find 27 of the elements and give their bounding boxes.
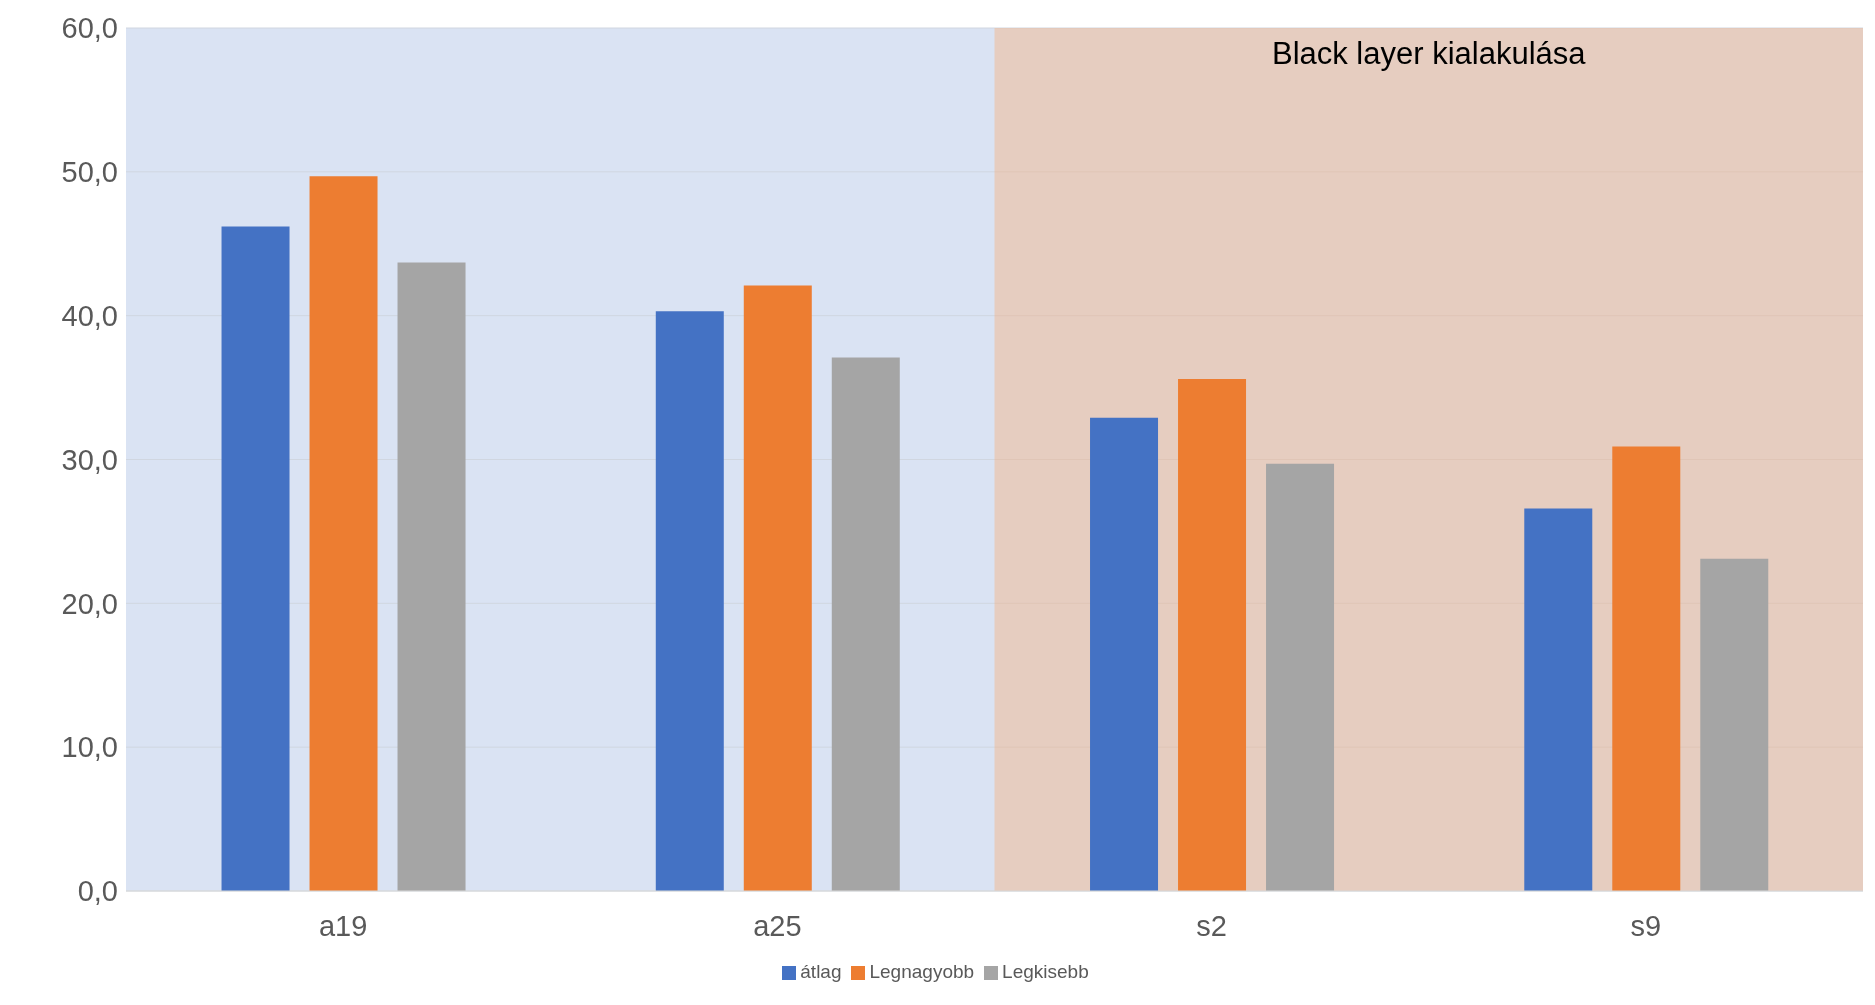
bar (1178, 378, 1247, 891)
bar (221, 226, 290, 891)
bar (1090, 417, 1159, 891)
y-tick-label: 30,0 (61, 443, 118, 476)
x-tick-label: s2 (1196, 909, 1227, 942)
x-tick-label: a25 (753, 909, 802, 942)
y-tick-label: 50,0 (61, 156, 118, 189)
legend-label: átlag (800, 961, 842, 982)
bar (1612, 446, 1681, 891)
bar (397, 262, 466, 891)
y-tick-label: 20,0 (61, 587, 118, 620)
bar (831, 357, 900, 891)
bar (1524, 508, 1593, 891)
legend-label: Legnagyobb (869, 961, 975, 982)
y-tick-label: 10,0 (61, 731, 118, 764)
band-label: Black layer kialakulása (1271, 36, 1587, 72)
legend-label: Legkisebb (1002, 961, 1089, 982)
bar (1700, 558, 1769, 891)
bar (1266, 463, 1335, 891)
bar (743, 285, 812, 891)
bar (655, 311, 724, 891)
x-tick-label: a19 (318, 909, 368, 942)
x-tick-label: s9 (1630, 909, 1662, 942)
y-tick-label: 0,0 (77, 875, 118, 908)
y-tick-label: 60,0 (61, 12, 118, 45)
y-tick-label: 40,0 (61, 299, 118, 332)
bar (309, 176, 378, 891)
